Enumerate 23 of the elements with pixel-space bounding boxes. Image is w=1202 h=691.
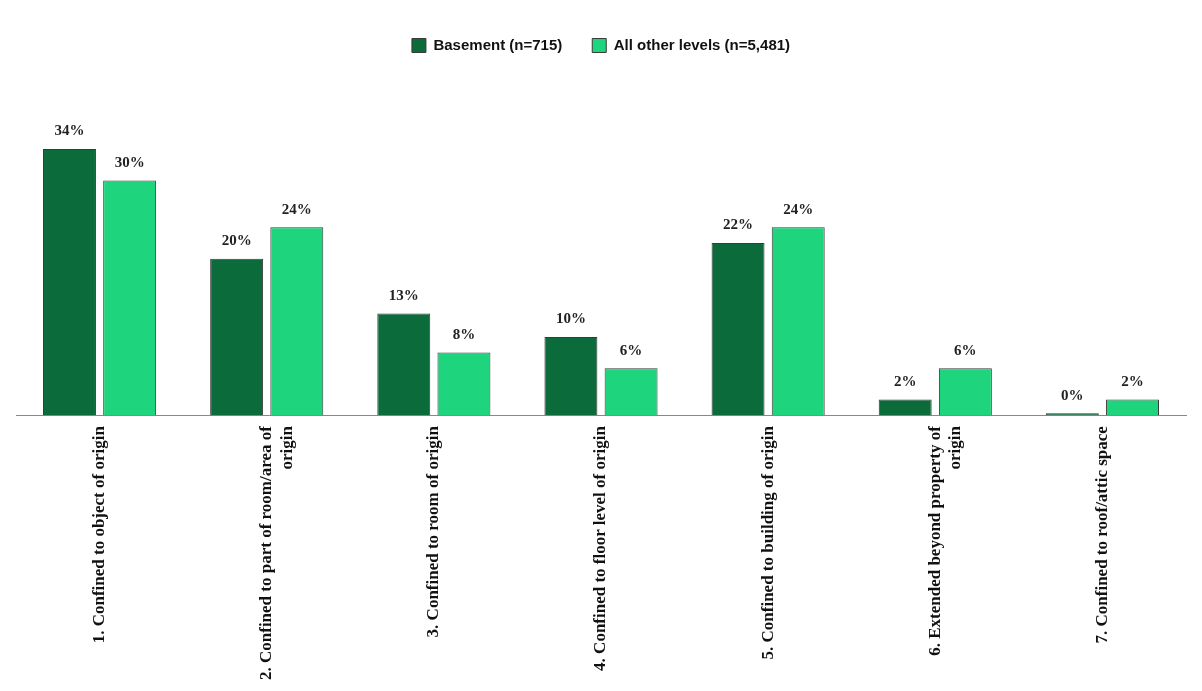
x-tick-label: 1. Confined to object of origin [88,425,108,644]
x-tick-label: 6. Extended beyond property of origin [924,425,965,656]
data-label: 22% [723,216,754,233]
data-label: 34% [54,122,85,139]
data-label: 0% [1061,386,1084,403]
data-label: 6% [954,341,977,358]
data-label: 6% [619,341,643,358]
data-label: 13% [388,286,419,303]
data-label: 24% [783,200,814,217]
data-label: 8% [452,325,476,342]
x-tick-label: 2. Confined to part of room/area of origin [256,425,296,680]
data-label: 24% [281,200,312,217]
x-tick-label: 3. Confined to room of origin [423,425,443,638]
data-label: 20% [221,232,252,248]
data-label: 2% [1121,372,1144,389]
x-tick-label: 7. Confined to roof/attic space [1091,425,1111,644]
data-label: 2% [893,372,917,389]
legend-label: Basement (n=715) [433,35,563,53]
data-label: 10% [555,310,586,327]
x-tick-label: 5. Confined to building of origin [757,425,777,660]
data-label: 30% [114,153,145,170]
legend-label: All other levels (n=5,481) [613,35,791,53]
x-tick-label: 4. Confined to floor level of origin [590,425,610,671]
